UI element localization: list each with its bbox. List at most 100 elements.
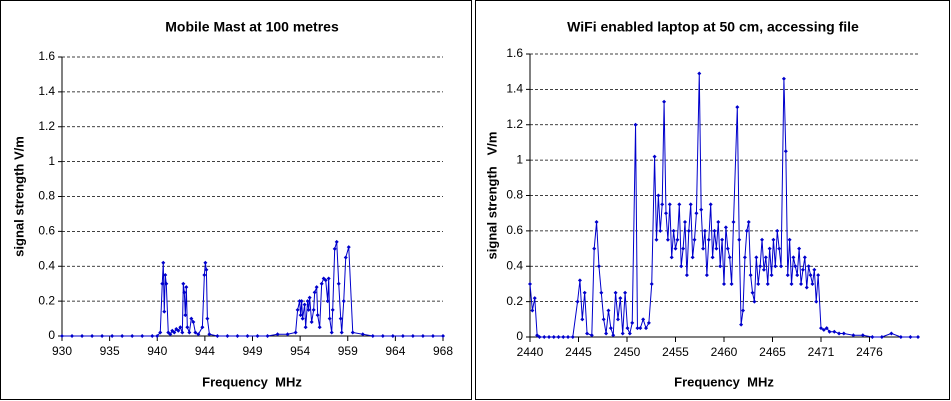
data-point (795, 273, 800, 278)
data-point (916, 335, 920, 339)
data-point (731, 220, 736, 225)
data-point (908, 335, 913, 339)
data-point (184, 285, 189, 290)
data-point (130, 334, 135, 338)
data-point (802, 255, 807, 260)
data-point (692, 237, 697, 242)
data-point (319, 281, 324, 286)
x-axis-label: Frequency MHz (202, 374, 302, 389)
data-point (207, 332, 212, 337)
data-point (265, 334, 270, 338)
data-point (580, 317, 585, 322)
data-point (641, 317, 646, 322)
data-point (570, 335, 575, 339)
x-axis-label: Frequency MHz (674, 374, 774, 389)
x-tick-label: 959 (338, 344, 358, 358)
data-point (716, 220, 721, 225)
data-point (675, 237, 680, 242)
data-point (339, 330, 344, 335)
data-point (870, 335, 875, 339)
data-point (185, 325, 190, 330)
data-point (203, 260, 208, 265)
data-point (771, 237, 776, 242)
data-point (765, 281, 770, 286)
data-point (430, 334, 435, 338)
data-point (654, 237, 659, 242)
data-point (746, 220, 751, 225)
data-point (346, 245, 351, 250)
data-point (585, 331, 590, 336)
data-point (298, 313, 303, 318)
data-point (827, 329, 832, 334)
data-point (350, 330, 355, 335)
x-tick-label: 954 (290, 344, 310, 358)
data-point (70, 334, 75, 338)
data-point (727, 255, 732, 260)
data-point (741, 308, 746, 313)
data-point (161, 260, 166, 265)
data-point (646, 320, 651, 325)
data-point (303, 325, 308, 330)
data-point (688, 202, 693, 207)
data-point (644, 326, 649, 331)
data-point (164, 281, 169, 286)
x-tick-label: 964 (385, 344, 405, 358)
data-point (551, 335, 556, 339)
data-point (684, 273, 689, 278)
data-point (750, 290, 755, 295)
data-point (582, 290, 587, 295)
data-point (542, 335, 547, 339)
data-point (528, 281, 532, 286)
y-tick-label: 0.8 (38, 189, 55, 203)
data-point (701, 246, 706, 251)
data-point (599, 290, 604, 295)
data-point (627, 331, 632, 336)
chart-title: WiFi enabled laptop at 50 cm, accessing … (567, 19, 859, 35)
data-point (312, 290, 317, 295)
data-point (604, 331, 609, 336)
data-point (769, 273, 774, 278)
data-point (160, 281, 165, 286)
data-point (649, 281, 654, 286)
data-point (235, 334, 240, 338)
data-point (336, 281, 341, 286)
data-point (275, 332, 280, 337)
data-point (708, 202, 713, 207)
data-point (699, 207, 704, 212)
data-point (608, 326, 613, 331)
data-point (307, 295, 312, 300)
data-point (110, 334, 115, 338)
left-panel (0, 0, 472, 400)
data-point (196, 332, 201, 337)
data-point (420, 334, 425, 338)
data-point (760, 237, 765, 242)
data-point (806, 264, 811, 269)
data-point (305, 299, 310, 304)
data-point (663, 211, 668, 216)
y-tick-label: 1.2 (38, 119, 55, 133)
data-point (618, 296, 623, 301)
data-point (441, 334, 445, 338)
data-point (718, 264, 723, 269)
data-point (400, 334, 405, 338)
data-point (178, 325, 183, 330)
y-tick-label: 0.2 (38, 293, 55, 307)
data-point (816, 273, 821, 278)
data-point (702, 228, 707, 233)
data-point (775, 228, 780, 233)
data-point (537, 335, 542, 339)
data-point (781, 76, 786, 81)
data-point (744, 228, 749, 233)
data-point (327, 316, 332, 321)
x-tick-label: 2450 (614, 345, 641, 359)
data-point (785, 273, 790, 278)
data-point (370, 334, 375, 338)
data-point (205, 316, 210, 321)
data-point (710, 255, 715, 260)
x-tick-label: 2476 (856, 345, 883, 359)
y-tick-label: 0 (48, 328, 55, 342)
data-point (656, 193, 661, 198)
data-point (669, 255, 674, 260)
data-point (601, 317, 606, 322)
